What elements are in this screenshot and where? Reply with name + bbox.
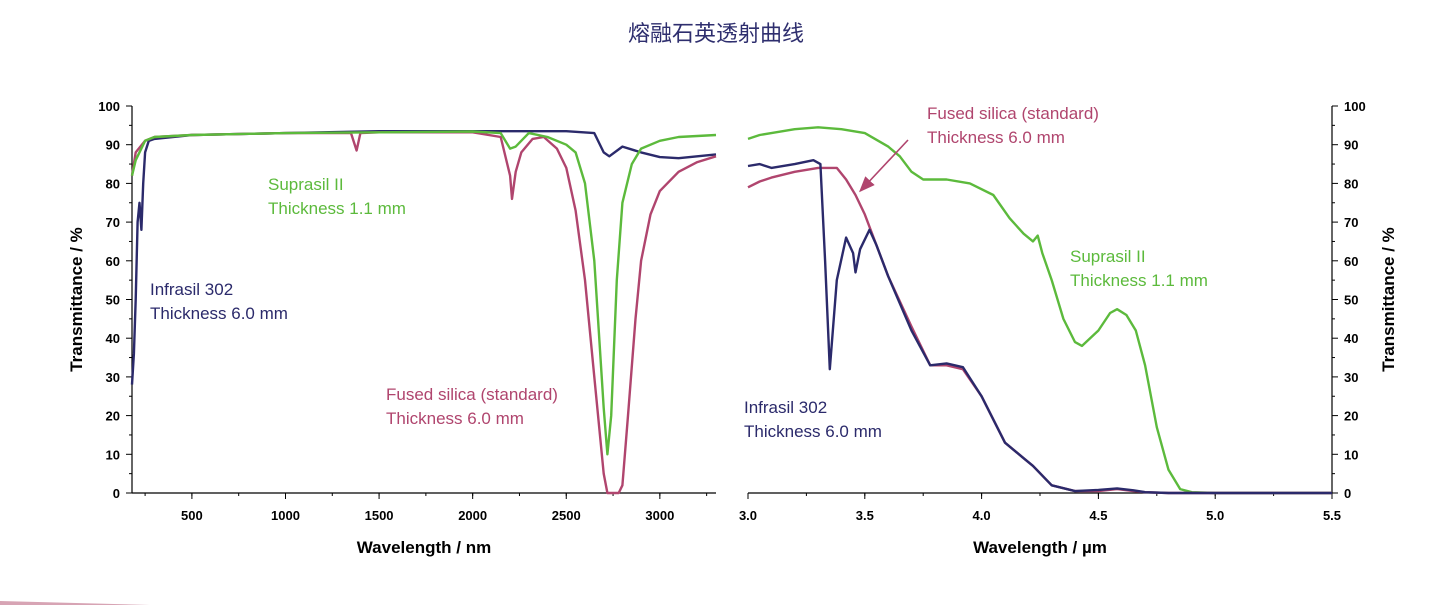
y-tick-label: 80 — [106, 176, 120, 191]
chart-left-nm: 500 1000 1500 2000 2500 3000 0 10 20 30 40 50 60 70 80… — [67, 99, 717, 557]
annotation-line: Infrasil 302 — [744, 398, 827, 417]
x-tick-label: 2000 — [458, 508, 487, 523]
y-tick-label: 10 — [106, 447, 120, 462]
x-tick-label: 5.5 — [1323, 508, 1341, 523]
annotation-line: Suprasil II — [1070, 247, 1146, 266]
y-tick-label: 0 — [1344, 486, 1351, 501]
y-tick-label: 40 — [1344, 331, 1358, 346]
x-tick-label: 4.0 — [973, 508, 991, 523]
x-tick-label: 3.0 — [739, 508, 757, 523]
y-tick-label: 60 — [106, 254, 120, 269]
x-tick-label: 5.0 — [1206, 508, 1224, 523]
annotation-fused-silica-standard-: Fused silica (standard) Thickness 6.0 mm — [386, 385, 558, 428]
annotation-line: Suprasil II — [268, 175, 344, 194]
x-tick-label: 2500 — [552, 508, 581, 523]
y-axis-label: Transmittance / % — [67, 227, 86, 372]
x-axis-label: Wavelength / nm — [357, 538, 491, 557]
x-tick-label: 3000 — [645, 508, 674, 523]
annotation-line: Fused silica (standard) — [927, 104, 1099, 123]
annotation-infrasil-302: Infrasil 302 Thickness 6.0 mm — [150, 280, 288, 323]
decorative-corner-shape — [0, 601, 150, 605]
y-tick-label: 20 — [106, 409, 120, 424]
y-tick-label: 50 — [106, 293, 120, 308]
series-line-infrasil-302 — [747, 159, 1332, 495]
annotation-line: Thickness 1.1 mm — [268, 199, 406, 218]
y-tick-label: 0 — [113, 486, 120, 501]
annotation-line: Thickness 6.0 mm — [150, 304, 288, 323]
annotation-infrasil-302: Infrasil 302 Thickness 6.0 mm — [744, 398, 882, 441]
y-tick-label: 30 — [1344, 370, 1358, 385]
y-tick-label: 20 — [1344, 409, 1358, 424]
x-tick-label: 4.5 — [1089, 508, 1107, 523]
y-tick-label: 100 — [98, 99, 120, 114]
y-tick-label: 80 — [1344, 176, 1358, 191]
y-tick-label: 90 — [106, 138, 120, 153]
x-tick-label: 1500 — [365, 508, 394, 523]
y-tick-label: 10 — [1344, 447, 1358, 462]
y-tick-label: 100 — [1344, 99, 1366, 114]
y-tick-label: 60 — [1344, 254, 1358, 269]
series-line-suprasil-ii — [747, 126, 1332, 495]
y-tick-label: 90 — [1344, 138, 1358, 153]
series-line-fused-silica-standard- — [747, 166, 1332, 495]
y-tick-label: 70 — [106, 215, 120, 230]
annotation-line: Fused silica (standard) — [386, 385, 558, 404]
y-tick-label: 30 — [106, 370, 120, 385]
y-axis-label: Transmittance / % — [1379, 227, 1398, 372]
y-tick-label: 70 — [1344, 215, 1358, 230]
annotation-pointer-arrow — [859, 139, 909, 193]
annotation-suprasil-ii: Suprasil II Thickness 1.1 mm — [268, 175, 406, 218]
annotation-line: Thickness 6.0 mm — [927, 128, 1065, 147]
y-tick-label: 40 — [106, 331, 120, 346]
annotation-line: Thickness 1.1 mm — [1070, 271, 1208, 290]
x-axis-label: Wavelength / µm — [973, 538, 1107, 557]
x-tick-label: 1000 — [271, 508, 300, 523]
x-tick-label: 3.5 — [856, 508, 874, 523]
annotation-line: Thickness 6.0 mm — [386, 409, 524, 428]
y-tick-label: 50 — [1344, 293, 1358, 308]
annotation-line: Infrasil 302 — [150, 280, 233, 299]
page-title: 熔融石英透射曲线 — [627, 22, 804, 47]
series-line-suprasil-ii — [130, 130, 717, 456]
annotation-suprasil-ii: Suprasil II Thickness 1.1 mm — [1070, 247, 1208, 290]
series-line-infrasil-302 — [130, 130, 717, 385]
x-tick-label: 500 — [181, 508, 203, 523]
annotation-line: Thickness 6.0 mm — [744, 422, 882, 441]
annotation-fused-silica-standard-: Fused silica (standard) Thickness 6.0 mm — [927, 104, 1099, 147]
chart-right-um: 3.0 3.5 4.0 4.5 5.0 5.50 10 20 30 40 50 60 70 80 90 100… — [739, 99, 1398, 557]
